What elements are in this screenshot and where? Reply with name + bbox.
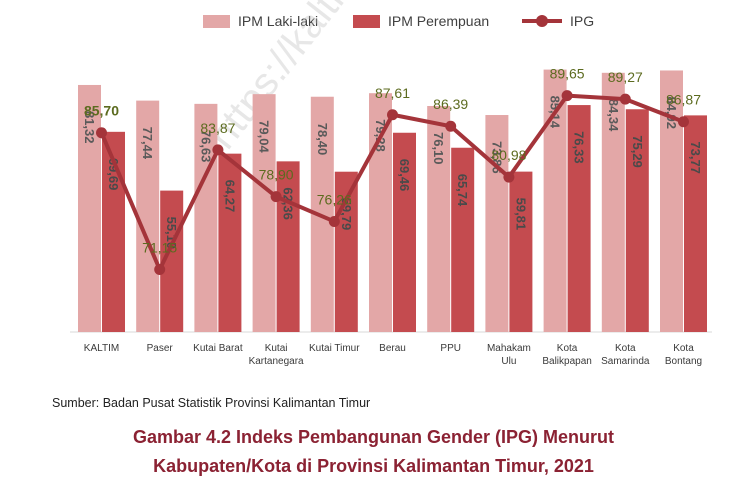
ipg-label-8: 80,98 <box>491 147 526 163</box>
legend-label-ipg: IPG <box>570 13 595 29</box>
bar-male-label-2: 77,44 <box>140 127 155 160</box>
gender-index-chart: 81,3269,69KALTIM77,4455,10Paser76,6364,2… <box>70 66 712 367</box>
bar-female-11 <box>684 115 707 332</box>
bar-female-10 <box>625 109 649 332</box>
category-label-7: PPU <box>440 343 461 354</box>
legend-item-male: IPM Laki-laki <box>203 9 318 33</box>
category-label-9-line-1: Kota <box>557 343 578 354</box>
bar-male-11 <box>660 70 683 332</box>
bar-female-1 <box>102 131 125 332</box>
bar-male-1 <box>78 84 101 332</box>
bar-male-label-7: 76,10 <box>431 132 446 165</box>
bar-male-6 <box>369 93 392 333</box>
ipg-point-2 <box>154 263 166 275</box>
ipg-point-5 <box>328 215 340 227</box>
bar-female-6 <box>393 132 416 332</box>
bar-male-label-3: 76,63 <box>198 130 213 163</box>
ipg-label-7: 86,39 <box>433 96 468 112</box>
bar-female-label-8: 59,81 <box>513 198 528 231</box>
ipg-label-6: 87,61 <box>375 85 410 101</box>
bar-male-label-10: 84,34 <box>606 99 621 132</box>
ipg-label-9: 89,65 <box>550 66 585 82</box>
bar-female-label-3: 64,27 <box>222 180 237 213</box>
bar-female-label-9: 76,33 <box>572 131 587 164</box>
ipg-point-6 <box>387 109 398 121</box>
bar-male-label-11: 84,92 <box>664 96 679 129</box>
ipg-label-2: 71,15 <box>142 239 177 255</box>
category-label-8-line-1: Mahakam <box>487 343 531 354</box>
ipg-label-5: 76,26 <box>317 191 352 207</box>
ipg-point-9 <box>561 90 573 102</box>
category-label-2: Paser <box>147 343 174 354</box>
figure-caption-line-1: Gambar 4.2 Indeks Pembangunan Gender (IP… <box>132 427 615 447</box>
bar-male-4 <box>252 94 276 333</box>
ipg-point-11 <box>678 116 689 128</box>
bar-male-label-4: 79,04 <box>257 120 272 153</box>
category-label-11-line-1: Kota <box>673 343 694 354</box>
bar-female-8 <box>509 171 533 332</box>
bar-female-label-10: 75,29 <box>630 135 645 168</box>
category-label-8-line-2: Ulu <box>501 356 516 367</box>
legend-label-male: IPM Laki-laki <box>238 13 319 29</box>
ipg-label-3: 83,87 <box>200 120 235 136</box>
bar-male-label-1: 81,32 <box>82 111 97 144</box>
chart-legend: IPM Laki-laki IPM Perempuan IPG <box>0 9 747 33</box>
category-label-11-line-2: Bontang <box>665 356 702 367</box>
category-label-3: Kutai Barat <box>193 343 243 354</box>
ipg-point-3 <box>212 144 224 156</box>
bar-female-9 <box>567 105 591 332</box>
ipg-label-1: 85,70 <box>84 103 119 119</box>
bar-female-7 <box>451 147 475 332</box>
bar-female-2 <box>160 190 184 332</box>
category-label-4-line-1: Kutai <box>265 343 288 354</box>
source-note: Sumber: Badan Pusat Statistik Provinsi K… <box>52 396 371 410</box>
legend-label-female: IPM Perempuan <box>388 13 490 29</box>
ipg-point-8 <box>503 171 515 183</box>
category-label-1: KALTIM <box>84 343 119 354</box>
ipg-point-7 <box>445 120 457 132</box>
category-label-10-line-1: Kota <box>615 343 636 354</box>
legend-swatch-male <box>203 14 230 28</box>
ipg-point-10 <box>619 93 631 105</box>
legend-swatch-female <box>353 14 380 28</box>
ipg-point-4 <box>270 191 282 203</box>
ipg-label-4: 78,90 <box>259 167 294 183</box>
bar-male-2 <box>136 100 160 333</box>
category-label-5: Kutai Timur <box>309 343 360 354</box>
bar-female-label-11: 73,77 <box>688 141 703 174</box>
category-label-6: Berau <box>379 343 406 354</box>
category-label-9-line-2: Balikpapan <box>542 356 591 367</box>
category-label-4-line-2: Kartanegara <box>249 356 304 367</box>
bar-male-label-5: 78,40 <box>315 123 330 156</box>
bar-female-label-6: 69,46 <box>397 159 412 192</box>
bar-female-label-7: 65,74 <box>455 174 470 207</box>
ipg-line <box>99 93 685 272</box>
ipg-label-10: 89,27 <box>608 69 643 85</box>
ipg-point-1 <box>96 127 107 139</box>
bar-male-10 <box>601 72 625 333</box>
legend-item-female: IPM Perempuan <box>353 9 489 33</box>
bar-male-9 <box>543 69 567 332</box>
legend-item-ipg: IPG <box>522 9 594 33</box>
bar-male-7 <box>427 105 451 332</box>
figure-caption-line-2: Kabupaten/Kota di Provinsi Kalimantan Ti… <box>153 456 594 476</box>
legend-line-ipg <box>522 14 562 28</box>
ipg-label-11: 86,87 <box>666 92 701 108</box>
category-label-10-line-2: Samarinda <box>601 356 650 367</box>
bar-female-3 <box>218 153 242 332</box>
